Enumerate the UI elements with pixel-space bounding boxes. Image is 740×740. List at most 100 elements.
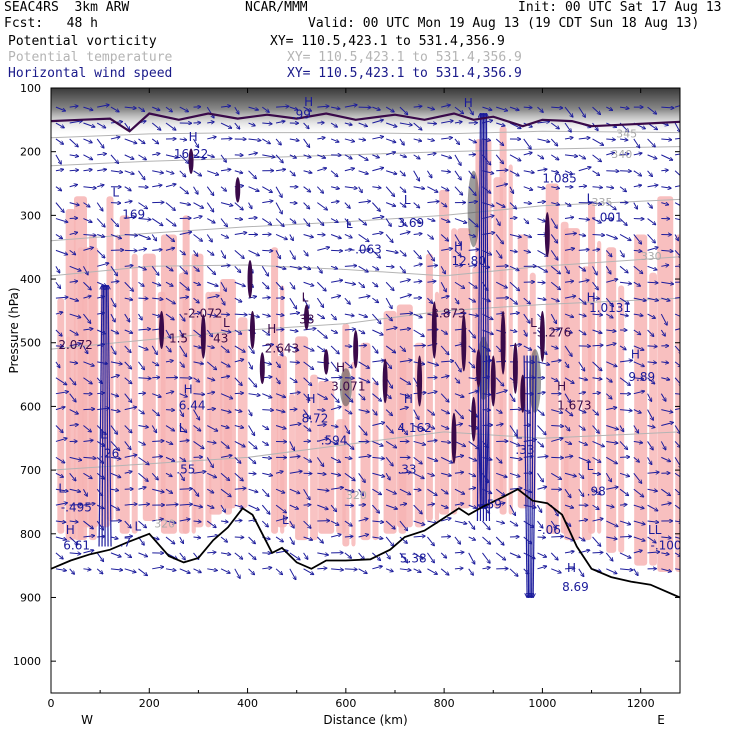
wind-vector [537, 566, 546, 570]
wind-vector [179, 170, 186, 177]
wind-vector [275, 234, 287, 239]
wind-vector [482, 202, 494, 207]
vertical-motion-arrow [485, 355, 487, 508]
wind-vector [55, 186, 62, 191]
wind-vector [427, 265, 437, 266]
wind-vector [523, 152, 533, 154]
wind-vector [550, 218, 557, 229]
wind-vector [110, 552, 121, 557]
wind-vector [633, 234, 642, 244]
wind-vector [234, 233, 247, 235]
wind-vector [674, 361, 680, 367]
wind-vector [206, 249, 214, 255]
wind-vector [578, 250, 590, 251]
wind-vector [124, 345, 131, 353]
vertical-motion-arrow [485, 113, 487, 522]
wind-vector [331, 426, 338, 427]
wind-vector [413, 409, 419, 420]
wind-vector [124, 329, 133, 333]
wind-vector [592, 473, 601, 474]
wind-vector [289, 345, 299, 351]
extremum-label: H [304, 95, 313, 109]
wind-vector [661, 553, 669, 555]
vertical-motion-arrow [98, 285, 102, 547]
wind-vector [331, 569, 343, 570]
wind-vector [220, 202, 233, 206]
wind-vector [372, 233, 383, 235]
wind-vector [358, 488, 364, 495]
wind-vector [661, 187, 671, 189]
wind-vector [592, 234, 605, 235]
wind-vector [441, 376, 449, 378]
wind-vector [619, 472, 630, 476]
wind-vector [234, 410, 242, 412]
wind-vector [661, 456, 670, 461]
wind-vector [564, 361, 569, 368]
wind-vector [427, 186, 438, 193]
wind-vector [358, 456, 371, 458]
wind-vector [537, 552, 546, 557]
wind-vector [316, 266, 322, 273]
wind-vector [674, 250, 680, 258]
wind-vector [124, 455, 137, 458]
extremum-label: L [587, 459, 594, 473]
wind-vector [605, 297, 613, 306]
wind-vector [152, 153, 160, 154]
wind-vector [317, 393, 327, 400]
wind-vector [620, 504, 627, 505]
wind-vector [248, 456, 256, 463]
wind-vector [138, 378, 151, 379]
header-run: SEAC4RS 3km ARW [4, 0, 130, 15]
wind-vector [317, 473, 326, 474]
wind-vector [261, 488, 269, 496]
wind-vector [234, 106, 239, 114]
wind-vector [138, 281, 144, 286]
wind-vector [358, 122, 368, 126]
wind-vector [124, 186, 132, 191]
wind-vector [55, 377, 67, 385]
wind-vector [165, 425, 175, 431]
wind-vector [303, 488, 310, 500]
wind-vector [578, 568, 584, 577]
wind-vector [330, 170, 338, 177]
wind-vector [248, 202, 252, 209]
wind-vector [606, 343, 616, 347]
wind-vector [468, 536, 476, 540]
wind-vector [647, 247, 659, 251]
wind-vector [647, 282, 658, 283]
wind-vector [647, 536, 657, 543]
wind-vector [619, 250, 624, 257]
wind-vector [578, 472, 584, 478]
wind-vector [220, 376, 230, 378]
wind-vector [619, 265, 628, 273]
isentrope-325 [51, 297, 680, 350]
wind-vector [564, 393, 571, 403]
wind-vector [468, 314, 479, 316]
wind-vector [69, 521, 79, 522]
pv-cell [500, 310, 506, 375]
extremum-label: 2.072 [58, 338, 92, 352]
wind-vector [55, 329, 62, 336]
wind-vector [275, 361, 280, 368]
extremum-label: H [587, 290, 596, 304]
wind-vector [399, 360, 412, 362]
wind-vector [207, 472, 216, 477]
wind-vector [303, 377, 312, 386]
wind-vector [138, 265, 146, 269]
wind-vector [578, 186, 587, 187]
wind-vector [69, 393, 76, 402]
wind-vector [454, 552, 464, 553]
cloud-column [237, 317, 248, 509]
wind-vector [454, 265, 463, 266]
wind-vector [564, 155, 578, 156]
wind-vector [537, 520, 542, 528]
wind-vector [606, 361, 617, 367]
vertical-motion-arrow [486, 113, 491, 522]
wind-vector [495, 234, 503, 244]
wind-vector [606, 487, 618, 490]
wind-vector [83, 569, 91, 570]
wind-vector [564, 425, 570, 431]
wind-vector [152, 250, 162, 251]
wind-vector [124, 217, 136, 219]
wind-vector [496, 106, 507, 111]
